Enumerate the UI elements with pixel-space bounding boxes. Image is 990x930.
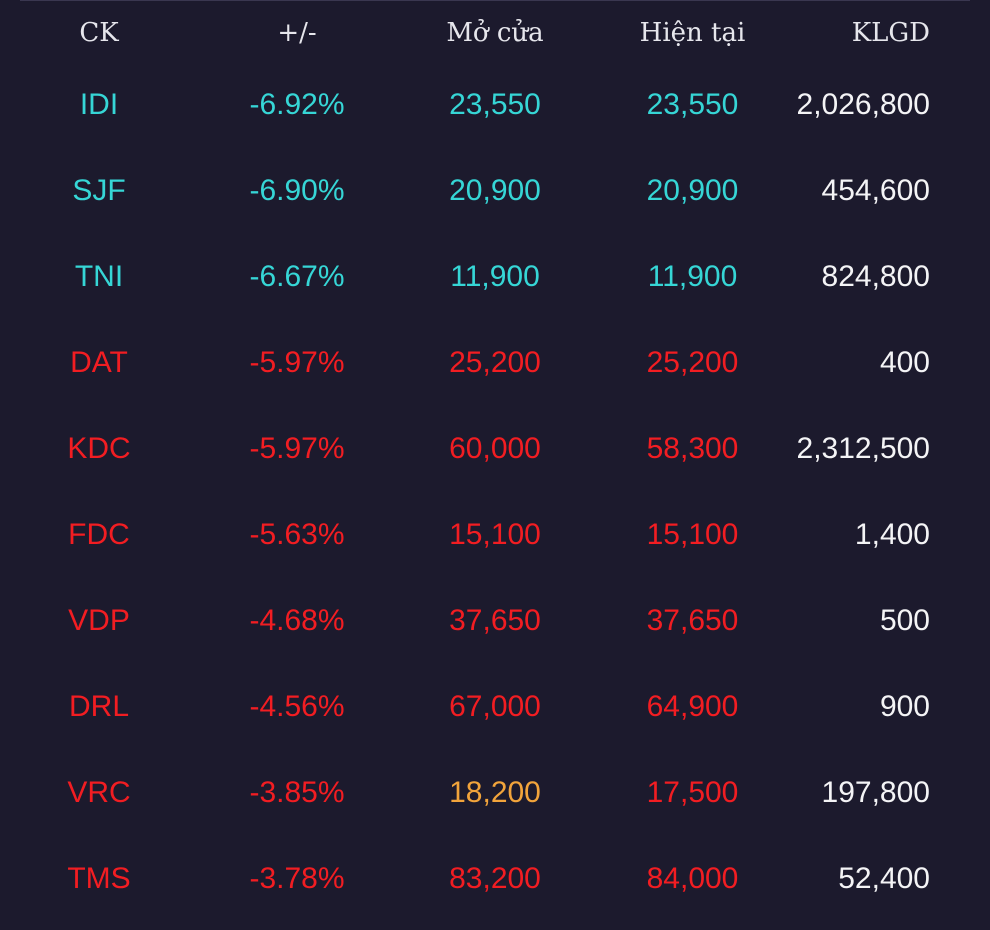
current-cell: 37,650 [646, 604, 739, 637]
table-row[interactable]: FDC -5.63% 15,100 15,100 1,400 [0, 492, 990, 578]
symbol-cell[interactable]: FDC [68, 518, 130, 551]
volume-cell: 197,800 [821, 776, 930, 809]
table-row[interactable]: KDC -5.97% 60,000 58,300 2,312,500 [0, 406, 990, 492]
volume-cell: 1,400 [854, 518, 930, 551]
table-row[interactable]: TMS -3.78% 83,200 84,000 52,400 [0, 836, 990, 922]
open-cell: 37,650 [449, 604, 541, 637]
symbol-cell[interactable]: VDP [68, 604, 130, 637]
current-cell: 25,200 [646, 346, 739, 379]
current-cell: 15,100 [646, 518, 739, 551]
symbol-cell[interactable]: SJF [72, 174, 126, 207]
volume-cell: 824,800 [821, 260, 930, 293]
open-cell: 11,900 [450, 260, 540, 293]
change-cell: -4.68% [249, 604, 345, 637]
table-row[interactable]: DAT -5.97% 25,200 25,200 400 [0, 320, 990, 406]
table-row[interactable]: VRC -3.85% 18,200 17,500 197,800 [0, 750, 990, 836]
change-cell: -3.85% [249, 776, 345, 809]
current-cell: 23,550 [646, 88, 739, 121]
change-cell: -5.63% [249, 518, 345, 551]
volume-cell: 500 [879, 604, 930, 637]
change-cell: -6.92% [249, 88, 345, 121]
change-cell: -4.56% [249, 690, 345, 723]
current-cell: 64,900 [646, 690, 739, 723]
table-row[interactable]: IDI -6.92% 23,550 23,550 2,026,800 [0, 62, 990, 148]
open-cell: 83,200 [449, 862, 541, 895]
symbol-cell[interactable]: TMS [67, 862, 131, 895]
open-cell: 60,000 [449, 432, 541, 465]
symbol-cell[interactable]: TNI [74, 260, 124, 293]
open-cell: 20,900 [449, 174, 541, 207]
volume-cell: 2,312,500 [796, 432, 930, 465]
change-cell: -6.67% [249, 260, 345, 293]
symbol-cell[interactable]: IDI [79, 88, 119, 121]
table-row[interactable]: SJF -6.90% 20,900 20,900 454,600 [0, 148, 990, 234]
header-change: +/- [277, 18, 317, 48]
current-cell: 20,900 [646, 174, 739, 207]
open-cell: 15,100 [449, 518, 541, 551]
volume-cell: 52,400 [838, 862, 930, 895]
change-cell: -5.97% [249, 346, 345, 379]
symbol-cell[interactable]: DAT [70, 346, 128, 379]
change-cell: -5.97% [249, 432, 345, 465]
header-open: Mở cửa [446, 18, 544, 48]
table-row[interactable]: DRL -4.56% 67,000 64,900 900 [0, 664, 990, 750]
open-cell: 18,200 [449, 776, 541, 809]
open-cell: 25,200 [449, 346, 541, 379]
header-symbol: CK [79, 18, 119, 48]
volume-cell: 900 [879, 690, 930, 723]
header-volume: KLGD [851, 18, 930, 48]
change-cell: -6.90% [249, 174, 345, 207]
table-row[interactable]: VDP -4.68% 37,650 37,650 500 [0, 578, 990, 664]
symbol-cell[interactable]: DRL [68, 690, 129, 723]
table-header: CK +/- Mở cửa Hiện tại KLGD [0, 0, 990, 68]
top-divider [20, 0, 970, 1]
current-cell: 17,500 [646, 776, 739, 809]
volume-cell: 400 [879, 346, 930, 379]
table-row[interactable]: TNI -6.67% 11,900 11,900 824,800 [0, 234, 990, 320]
volume-cell: 2,026,800 [796, 88, 930, 121]
volume-cell: 454,600 [821, 174, 930, 207]
current-cell: 84,000 [646, 862, 739, 895]
current-cell: 11,900 [647, 260, 738, 293]
symbol-cell[interactable]: VRC [67, 776, 131, 809]
symbol-cell[interactable]: KDC [67, 432, 131, 465]
current-cell: 58,300 [646, 432, 739, 465]
header-current: Hiện tại [639, 18, 746, 48]
open-cell: 23,550 [449, 88, 541, 121]
change-cell: -3.78% [249, 862, 345, 895]
open-cell: 67,000 [449, 690, 541, 723]
